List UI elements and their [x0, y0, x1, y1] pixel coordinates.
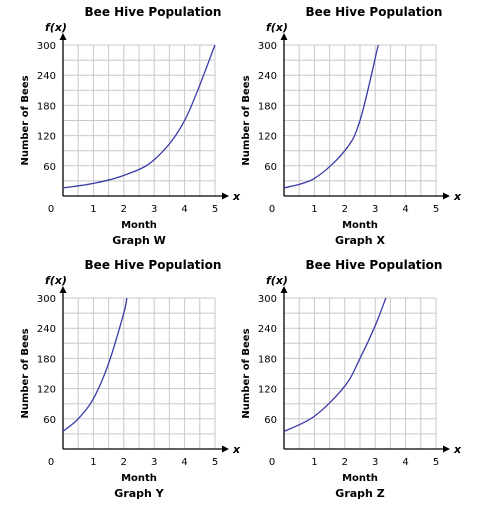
series-line-1: [62, 44, 216, 189]
graph-caption: Graph Z: [335, 487, 384, 500]
x-tick-label: 4: [402, 457, 408, 468]
y-tick-label: 120: [37, 385, 56, 396]
x-tick-label: 5: [212, 457, 218, 468]
x-axis-arrow-icon: [222, 445, 229, 453]
y-axis-arrow-icon: [59, 33, 67, 40]
x-tick-label: 2: [121, 457, 127, 468]
series-line-1: [283, 297, 387, 432]
y-axis-label: Number of Bees: [20, 75, 31, 165]
y-tick-label: 60: [264, 415, 277, 426]
y-tick-label: 300: [258, 294, 277, 305]
x-tick-label: 5: [212, 204, 218, 215]
series-line-1: [283, 44, 379, 189]
y-axis-name: f(x): [45, 274, 67, 287]
x-axis-name: x: [232, 443, 241, 456]
y-tick-label: 180: [258, 354, 277, 365]
graph-caption: Graph X: [335, 234, 385, 247]
x-tick-label: 3: [372, 204, 378, 215]
grid: [63, 297, 216, 449]
x-tick-label: 1: [90, 204, 96, 215]
y-tick-label: 300: [37, 41, 56, 52]
y-tick-label: 240: [258, 324, 277, 335]
y-axis-name: f(x): [266, 274, 288, 287]
chart-panel-4: Bee Hive Population f(x) x 0 1 2 3 4 5 60 120 180 24…: [241, 258, 462, 500]
y-tick-label: 240: [258, 71, 277, 82]
chart-title: Bee Hive Population: [85, 258, 222, 272]
series-line-1: [62, 297, 128, 432]
x-tick-label: 1: [311, 457, 317, 468]
x-tick-label: 2: [342, 204, 348, 215]
y-tick-label: 180: [258, 101, 277, 112]
x-axis-arrow-icon: [443, 445, 450, 453]
y-tick-label: 240: [37, 71, 56, 82]
y-axis-name: f(x): [266, 21, 288, 34]
chart-title: Bee Hive Population: [306, 258, 443, 272]
x-tick-label: 3: [151, 204, 157, 215]
y-tick-label: 180: [37, 354, 56, 365]
x-tick-label: 0: [269, 204, 275, 215]
grid: [284, 297, 437, 449]
y-tick-label: 60: [264, 162, 277, 173]
x-tick-label: 0: [269, 457, 275, 468]
x-axis-arrow-icon: [443, 192, 450, 200]
grid: [63, 44, 216, 196]
x-tick-label: 2: [121, 204, 127, 215]
x-tick-label: 3: [372, 457, 378, 468]
y-axis-label: Number of Bees: [241, 328, 252, 418]
graph-caption: Graph W: [112, 234, 166, 247]
graph-caption: Graph Y: [114, 487, 164, 500]
x-axis-arrow-icon: [222, 192, 229, 200]
chart-panel-1: Bee Hive Population f(x) x 0 1 2 3 4 5 60 120 180 24…: [20, 5, 241, 247]
y-axis-label: Number of Bees: [241, 75, 252, 165]
y-axis-arrow-icon: [280, 286, 288, 293]
y-tick-label: 120: [37, 132, 56, 143]
x-axis-name: x: [232, 190, 241, 203]
x-tick-label: 1: [311, 204, 317, 215]
y-tick-label: 60: [43, 415, 56, 426]
y-axis-arrow-icon: [59, 286, 67, 293]
y-tick-label: 240: [37, 324, 56, 335]
y-axis-arrow-icon: [280, 33, 288, 40]
x-axis-name: x: [453, 443, 462, 456]
x-axis-label: Month: [342, 473, 378, 484]
x-tick-label: 5: [433, 204, 439, 215]
x-tick-label: 4: [181, 204, 187, 215]
y-tick-label: 120: [258, 132, 277, 143]
x-tick-label: 5: [433, 457, 439, 468]
x-tick-label: 3: [151, 457, 157, 468]
x-axis-label: Month: [121, 473, 157, 484]
y-axis-label: Number of Bees: [20, 328, 31, 418]
chart-title: Bee Hive Population: [85, 5, 222, 19]
y-tick-label: 60: [43, 162, 56, 173]
chart-panel-2: Bee Hive Population f(x) x 0 1 2 3 4 5 60 120 180 24…: [241, 5, 462, 247]
x-tick-label: 0: [48, 204, 54, 215]
y-tick-label: 300: [37, 294, 56, 305]
x-tick-label: 4: [402, 204, 408, 215]
x-tick-label: 0: [48, 457, 54, 468]
x-axis-name: x: [453, 190, 462, 203]
grid: [284, 44, 437, 196]
x-tick-label: 4: [181, 457, 187, 468]
chart-panel-3: Bee Hive Population f(x) x 0 1 2 3 4 5 60 120 180 24…: [20, 258, 241, 500]
x-tick-label: 2: [342, 457, 348, 468]
x-axis-label: Month: [342, 220, 378, 231]
y-tick-label: 180: [37, 101, 56, 112]
y-tick-label: 120: [258, 385, 277, 396]
x-tick-label: 1: [90, 457, 96, 468]
chart-title: Bee Hive Population: [306, 5, 443, 19]
y-axis-name: f(x): [45, 21, 67, 34]
y-tick-label: 300: [258, 41, 277, 52]
x-axis-label: Month: [121, 220, 157, 231]
